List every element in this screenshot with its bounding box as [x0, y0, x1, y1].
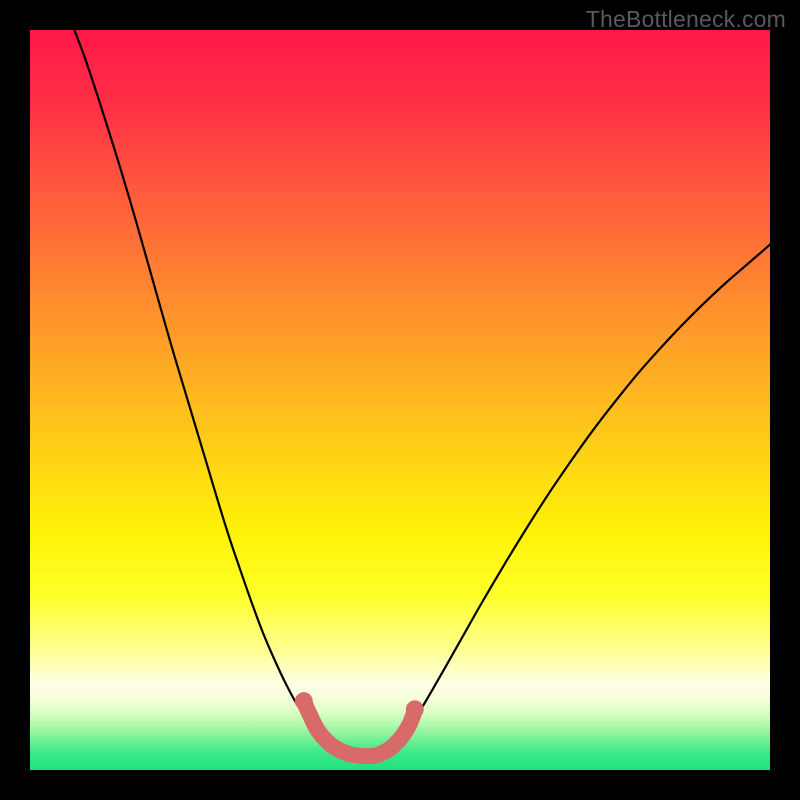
chart-plot [30, 30, 770, 770]
chart-frame: TheBottleneck.com [0, 0, 800, 800]
watermark-text: TheBottleneck.com [586, 6, 786, 33]
chart-svg [30, 30, 770, 770]
